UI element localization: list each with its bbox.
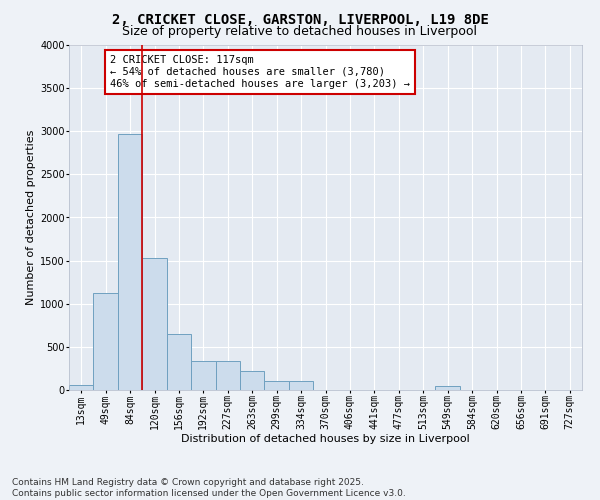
Bar xyxy=(167,334,191,390)
Text: 2 CRICKET CLOSE: 117sqm
← 54% of detached houses are smaller (3,780)
46% of semi: 2 CRICKET CLOSE: 117sqm ← 54% of detache… xyxy=(110,56,410,88)
Bar xyxy=(69,385,94,390)
Bar xyxy=(215,360,240,390)
Text: Size of property relative to detached houses in Liverpool: Size of property relative to detached ho… xyxy=(122,25,478,38)
Bar xyxy=(118,134,142,390)
Bar xyxy=(191,360,215,390)
Bar xyxy=(265,380,289,390)
Bar xyxy=(436,386,460,390)
Bar xyxy=(94,294,118,390)
X-axis label: Distribution of detached houses by size in Liverpool: Distribution of detached houses by size … xyxy=(181,434,470,444)
Y-axis label: Number of detached properties: Number of detached properties xyxy=(26,130,36,305)
Bar xyxy=(289,380,313,390)
Text: 2, CRICKET CLOSE, GARSTON, LIVERPOOL, L19 8DE: 2, CRICKET CLOSE, GARSTON, LIVERPOOL, L1… xyxy=(112,12,488,26)
Text: Contains HM Land Registry data © Crown copyright and database right 2025.
Contai: Contains HM Land Registry data © Crown c… xyxy=(12,478,406,498)
Bar xyxy=(142,258,167,390)
Bar xyxy=(240,371,265,390)
